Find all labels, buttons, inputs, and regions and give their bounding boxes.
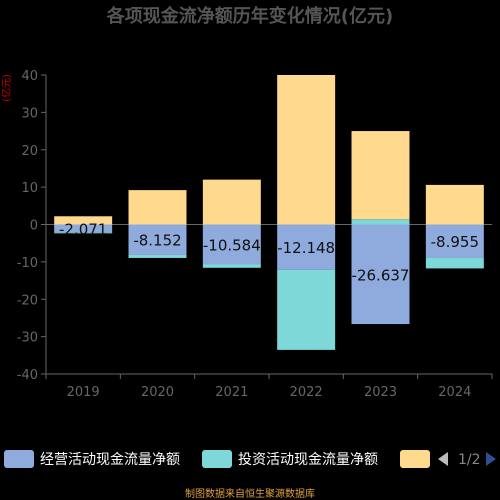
legend-label-investing[interactable]: 投资活动现金流量净额: [238, 452, 378, 468]
bar-financing-2024[interactable]: [425, 184, 484, 225]
y-tick-label: -30: [17, 331, 38, 346]
bar-operating-2019[interactable]: [54, 224, 113, 233]
bar-investing-2020[interactable]: [128, 254, 187, 258]
data-label-operating-2020: -8.152: [133, 232, 181, 250]
data-labels-layer: -2.071 -8.152 -10.584 -12.148 -26.637 -8.955: [59, 220, 479, 284]
bar-operating-2022[interactable]: [277, 224, 336, 270]
axis-layer: 40 30 20 10 0 -10 -20 -30 -40 2019 2020 2021 2022 202…: [17, 69, 493, 400]
bar-operating-2024[interactable]: [425, 224, 484, 258]
bar-operating-2020[interactable]: [128, 224, 187, 255]
legend-next-page-icon[interactable]: [486, 452, 496, 466]
bar-operating-2021[interactable]: [202, 224, 261, 265]
x-tick-label: 2019: [67, 385, 100, 400]
legend: 经营活动现金流量净额 投资活动现金流量净额 1/2: [4, 450, 496, 468]
bar-investing-2024[interactable]: [425, 257, 484, 269]
legend-page-indicator: 1/2: [458, 452, 481, 468]
legend-swatch-investing[interactable]: [202, 450, 232, 468]
bar-financing-2023[interactable]: [351, 131, 410, 220]
bar-financing-2022[interactable]: [277, 75, 336, 225]
legend-swatch-third[interactable]: [400, 450, 430, 468]
data-label-operating-2021: -10.584: [203, 236, 261, 254]
y-tick-label: -20: [17, 293, 38, 308]
bar-financing-2019[interactable]: [54, 216, 113, 225]
bars-layer: [54, 75, 484, 350]
x-tick-label: 2024: [438, 385, 471, 400]
bar-investing-2019[interactable]: [54, 232, 113, 234]
y-tick-label: 20: [21, 144, 38, 159]
legend-label-operating[interactable]: 经营活动现金流量净额: [40, 452, 180, 468]
y-tick-label: 30: [21, 106, 38, 121]
bar-financing-2021[interactable]: [202, 179, 261, 225]
x-tick-label: 2022: [290, 385, 323, 400]
bar-investing-2023[interactable]: [351, 219, 410, 225]
x-tick-label: 2023: [364, 385, 397, 400]
chart-title: 各项现金流净额历年变化情况(亿元): [106, 5, 393, 27]
bar-investing-2022[interactable]: [277, 269, 336, 350]
bar-investing-2021[interactable]: [202, 264, 261, 268]
y-tick-label: 40: [21, 69, 38, 84]
y-tick-label: -10: [17, 256, 38, 271]
bar-operating-2023[interactable]: [351, 224, 410, 325]
data-label-operating-2022: -12.148: [277, 239, 335, 257]
footer-source: 制图数据来自恒生聚源数据库: [185, 487, 315, 500]
y-tick-label: -40: [17, 368, 38, 383]
y-unit-label: (亿元): [0, 74, 13, 102]
data-label-operating-2023: -26.637: [352, 266, 410, 284]
legend-swatch-operating[interactable]: [4, 450, 34, 468]
x-tick-label: 2020: [141, 385, 174, 400]
data-label-operating-2024: -8.955: [431, 233, 479, 251]
y-tick-label: 10: [21, 181, 38, 196]
y-tick-label: 0: [30, 219, 38, 234]
x-tick-label: 2021: [215, 385, 248, 400]
legend-prev-page-icon[interactable]: [438, 452, 448, 466]
data-label-operating-2019: -2.071: [59, 220, 107, 238]
bar-financing-2020[interactable]: [128, 190, 187, 225]
